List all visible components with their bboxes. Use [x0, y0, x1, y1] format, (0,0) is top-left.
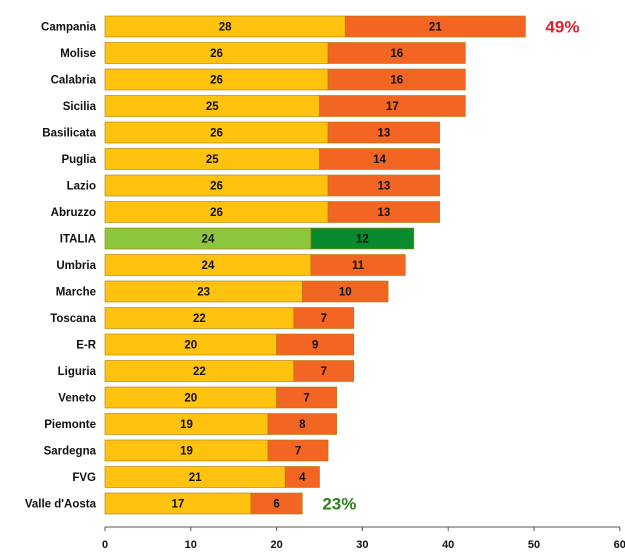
category-label-liguria: Liguria [58, 366, 97, 378]
value-label-1-marche: 23 [197, 287, 210, 299]
category-label-campania: Campania [41, 22, 97, 34]
category-label-fvg: FVG [72, 472, 96, 484]
x-tick-label-20: 20 [270, 539, 282, 551]
x-tick-label-60: 60 [614, 539, 625, 551]
category-label-sardegna: Sardegna [44, 446, 97, 458]
value-label-1-liguria: 22 [193, 366, 206, 378]
value-label-1-puglia: 25 [206, 154, 219, 166]
category-label-e-r: E-R [76, 340, 97, 352]
value-label-2-lazio: 13 [377, 181, 390, 193]
value-label-2-fvg: 4 [299, 472, 306, 484]
x-ticks-group: 0 10 20 30 40 50 60 [102, 527, 625, 551]
value-label-2-campania: 21 [429, 22, 442, 34]
category-label-calabria: Calabria [51, 75, 97, 87]
bar-segment-2-sardegna [267, 439, 329, 462]
category-label-lazio: Lazio [67, 181, 96, 193]
value-label-1-lazio: 26 [210, 181, 223, 193]
bar-segment-2-campania [344, 15, 526, 38]
value-label-1-piemonte: 19 [180, 419, 193, 431]
value-label-2-piemonte: 8 [299, 419, 306, 431]
value-label-2-marche: 10 [339, 287, 352, 299]
value-label-2-liguria: 7 [321, 366, 327, 378]
bar-segment-2-calabria [327, 68, 466, 91]
value-label-2-umbria: 11 [352, 260, 365, 272]
category-label-valle-d-aosta: Valle d'Aosta [25, 499, 97, 511]
value-label-1-sicilia: 25 [206, 101, 219, 113]
category-label-toscana: Toscana [50, 313, 96, 325]
annotations-group: 49% 23% [322, 18, 579, 514]
annotation-campania: 49% [545, 18, 579, 37]
category-label-italia: ITALIA [60, 234, 96, 246]
category-label-marche: Marche [56, 287, 96, 299]
value-label-1-valle-d-aosta: 17 [172, 499, 185, 511]
bar-segment-2-umbria [310, 254, 406, 276]
category-label-piemonte: Piemonte [44, 419, 96, 431]
value-label-1-abruzzo: 26 [210, 207, 223, 219]
category-label-umbria: Umbria [56, 260, 96, 272]
category-label-molise: Molise [60, 48, 96, 60]
bar-segment-2-fvg [284, 466, 320, 488]
value-label-2-toscana: 7 [321, 313, 327, 325]
x-tick-label-0: 0 [102, 539, 108, 551]
x-tick-label-40: 40 [442, 539, 454, 551]
bar-segment-2-toscana [293, 307, 355, 329]
bar-segment-2-lazio [327, 174, 440, 197]
category-label-puglia: Puglia [61, 154, 96, 166]
value-label-1-umbria: 24 [202, 260, 215, 272]
value-label-1-campania: 28 [219, 22, 232, 34]
value-label-1-sardegna: 19 [180, 446, 193, 458]
category-label-veneto: Veneto [58, 393, 96, 405]
value-label-1-toscana: 22 [193, 313, 206, 325]
x-tick-label-50: 50 [528, 539, 540, 551]
value-label-2-calabria: 16 [390, 75, 403, 87]
value-label-2-e-r: 9 [312, 340, 318, 352]
bar-segment-2-italia [310, 227, 415, 250]
bar-segment-2-puglia [319, 148, 440, 170]
value-label-1-basilicata: 26 [210, 128, 223, 140]
category-label-abruzzo: Abruzzo [51, 207, 96, 219]
bar-segment-2-valle-d-aosta [250, 492, 303, 515]
annotation-valle-d-aosta: 23% [322, 495, 356, 514]
value-label-2-sardegna: 7 [295, 446, 301, 458]
value-label-2-veneto: 7 [303, 393, 309, 405]
labels-group: Campania 28 21 Molise 26 16 Calabria 26 16 Sicili… [25, 22, 442, 511]
category-label-sicilia: Sicilia [63, 101, 97, 113]
bar-segment-2-abruzzo [327, 201, 440, 223]
bar-segment-2-sicilia [319, 95, 466, 117]
value-label-2-valle-d-aosta: 6 [273, 499, 279, 511]
value-label-2-basilicata: 13 [377, 128, 390, 140]
bar-segment-2-e-r [276, 333, 355, 356]
bar-segment-2-piemonte [267, 413, 337, 435]
value-label-2-sicilia: 17 [386, 101, 399, 113]
value-label-2-molise: 16 [390, 48, 403, 60]
bar-segment-2-marche [302, 280, 389, 303]
category-label-basilicata: Basilicata [42, 128, 96, 140]
value-label-2-italia: 12 [356, 234, 369, 246]
bar-segment-2-molise [327, 42, 466, 64]
value-label-1-e-r: 20 [184, 340, 197, 352]
value-label-1-molise: 26 [210, 48, 223, 60]
x-tick-label-30: 30 [356, 539, 368, 551]
bar-segment-2-liguria [293, 360, 355, 382]
value-label-1-calabria: 26 [210, 75, 223, 87]
value-label-1-veneto: 20 [184, 393, 197, 405]
value-label-1-italia: 24 [202, 234, 215, 246]
value-label-2-puglia: 14 [373, 154, 386, 166]
value-label-2-abruzzo: 13 [377, 207, 390, 219]
bar-segment-2-basilicata [327, 121, 440, 144]
bars-group [104, 15, 526, 515]
value-label-1-fvg: 21 [189, 472, 202, 484]
bar-segment-2-veneto [276, 386, 337, 409]
x-tick-label-10: 10 [185, 539, 197, 551]
